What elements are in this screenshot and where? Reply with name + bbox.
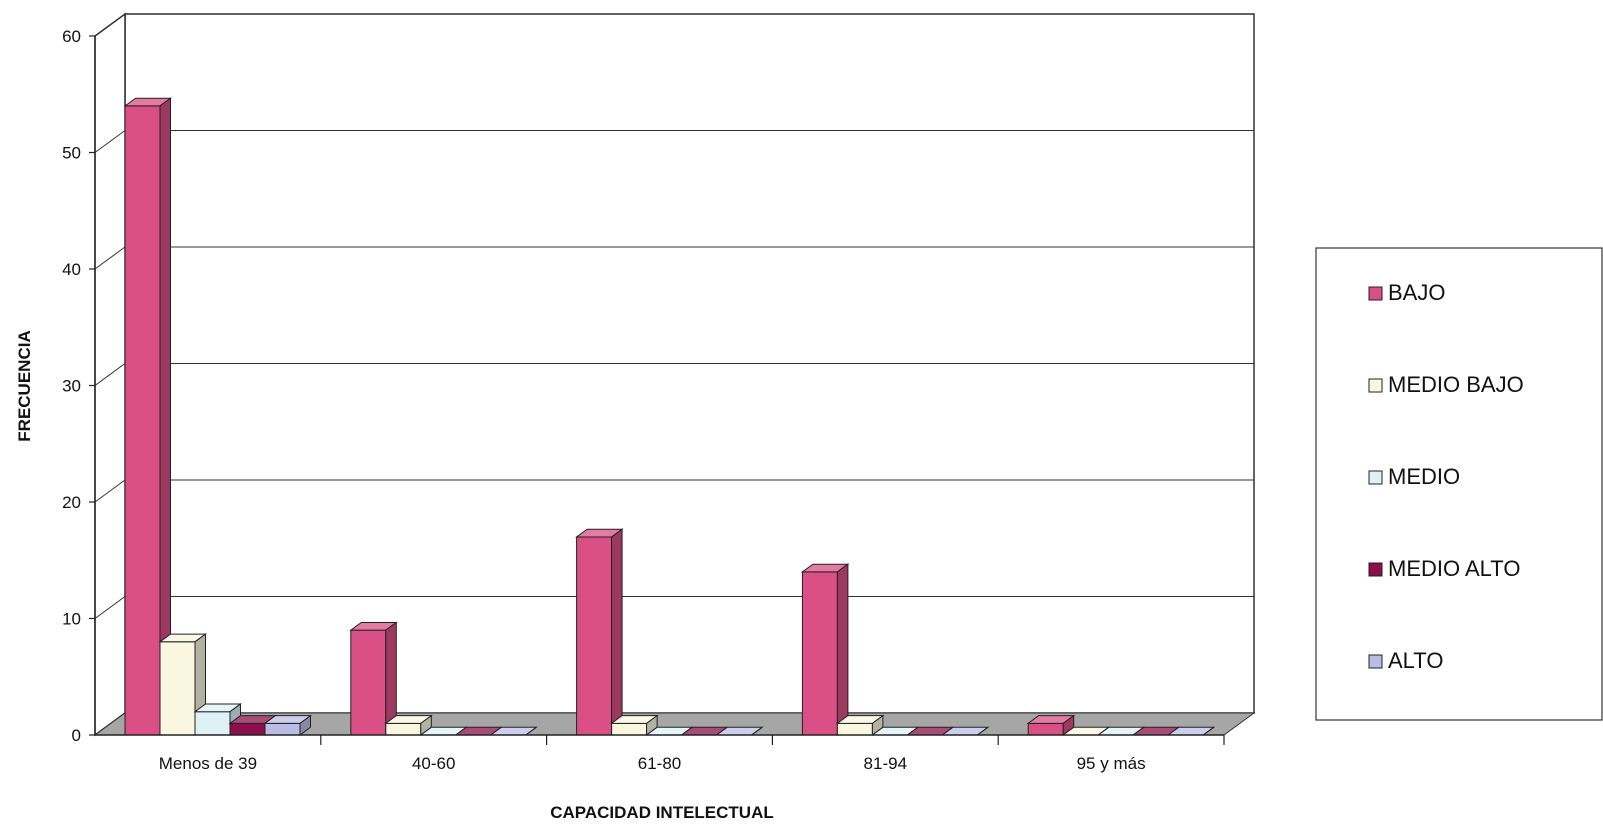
bar-front bbox=[1027, 722, 1064, 736]
bar bbox=[123, 97, 173, 736]
y-tick-label: 20 bbox=[62, 493, 81, 512]
gridline-side bbox=[94, 363, 126, 386]
x-tick-label: 40-60 bbox=[412, 754, 455, 773]
y-tick-labels: 0 10 20 30 40 50 60 bbox=[62, 27, 81, 745]
bar-front bbox=[350, 629, 387, 736]
bar-side bbox=[525, 726, 537, 736]
legend-label: MEDIO bbox=[1388, 464, 1460, 489]
legend-label: MEDIO ALTO bbox=[1388, 556, 1520, 581]
y-axis-title: FRECUENCIA bbox=[15, 330, 34, 441]
bars bbox=[123, 97, 1216, 736]
bar bbox=[835, 714, 885, 736]
legend-label: ALTO bbox=[1388, 648, 1443, 673]
y-tick-label: 50 bbox=[62, 144, 81, 163]
gridline-side bbox=[94, 479, 126, 503]
gridlines bbox=[94, 13, 1254, 619]
bar bbox=[800, 563, 850, 736]
legend-label: MEDIO BAJO bbox=[1388, 372, 1524, 397]
y-tick-label: 0 bbox=[72, 726, 81, 745]
bar-front bbox=[576, 536, 613, 736]
bar-side bbox=[611, 528, 623, 736]
x-axis-title: CAPACIDAD INTELECTUAL bbox=[550, 803, 774, 822]
legend-swatch bbox=[1368, 470, 1383, 485]
bar-front bbox=[229, 722, 266, 736]
bar-front bbox=[264, 722, 301, 736]
y-tick-label: 30 bbox=[62, 377, 81, 396]
bar bbox=[575, 528, 624, 736]
y-tick-label: 60 bbox=[62, 27, 81, 46]
x-tick-label: 95 y más bbox=[1077, 754, 1146, 773]
legend-swatch bbox=[1368, 378, 1383, 393]
chart-walls bbox=[93, 12, 1256, 737]
bar bbox=[263, 714, 313, 736]
legend-swatch bbox=[1368, 654, 1383, 669]
bar-front bbox=[159, 641, 196, 736]
bar-side bbox=[751, 726, 763, 736]
gridline-side bbox=[94, 13, 126, 37]
legend-swatch bbox=[1368, 562, 1383, 577]
bar-side bbox=[1202, 726, 1214, 736]
axes bbox=[89, 35, 1225, 745]
gridline-side bbox=[94, 596, 126, 619]
bar-side bbox=[836, 563, 849, 736]
legend-box bbox=[1315, 247, 1603, 721]
bar-front bbox=[801, 571, 838, 736]
gridline-side bbox=[94, 246, 126, 270]
x-tick-labels: Menos de 39 40-60 61-80 81-94 95 y más bbox=[159, 754, 1146, 773]
y-tick-label: 10 bbox=[62, 610, 81, 629]
legend-label: BAJO bbox=[1388, 280, 1445, 305]
legend: BAJO MEDIO BAJO MEDIO MEDIO ALTO ALTO bbox=[1315, 247, 1603, 721]
x-tick-label: 81-94 bbox=[864, 754, 907, 773]
bar-front bbox=[836, 722, 873, 736]
bar bbox=[940, 726, 990, 736]
bar-front bbox=[385, 722, 422, 736]
bar bbox=[349, 621, 398, 736]
bar-side bbox=[299, 714, 311, 736]
gridline-side bbox=[94, 130, 126, 153]
bar-front bbox=[124, 105, 161, 736]
bar bbox=[384, 714, 433, 736]
x-tick-label: 61-80 bbox=[638, 754, 681, 773]
bar-front bbox=[611, 722, 648, 736]
y-tick-label: 40 bbox=[62, 260, 81, 279]
x-tick-label: Menos de 39 bbox=[159, 754, 257, 773]
bar-front bbox=[194, 711, 231, 736]
legend-swatch bbox=[1368, 286, 1383, 301]
bar-side bbox=[977, 726, 989, 736]
